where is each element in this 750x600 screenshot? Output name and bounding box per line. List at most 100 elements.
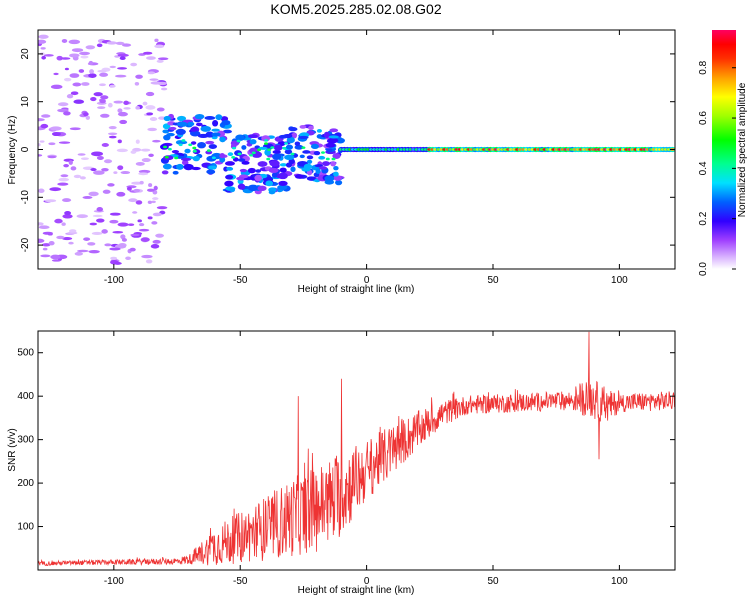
noise-cell <box>96 207 104 212</box>
colorbar-gradient <box>712 30 736 269</box>
noise-cell <box>119 56 126 61</box>
snr-x-ticks: -100 -50 0 50 100 <box>104 331 628 587</box>
ridge-cell <box>205 150 213 155</box>
noise-cell <box>155 233 164 238</box>
ridge-cell <box>306 159 313 164</box>
noise-cell <box>156 107 165 112</box>
noise-cell <box>62 214 73 219</box>
noise-cell <box>91 151 103 157</box>
noise-cell <box>77 249 89 253</box>
ridge-cell <box>215 114 223 121</box>
noise-cell <box>88 191 99 197</box>
y-tick-label: 400 <box>17 391 34 402</box>
colorbar-tick-label: 0.0 <box>698 262 709 276</box>
ridge-cell <box>329 128 339 133</box>
noise-cell <box>38 225 50 230</box>
ridge-cell <box>211 132 221 137</box>
ridge-cell <box>181 139 186 142</box>
noise-cell <box>69 73 80 78</box>
ridge-cell <box>235 134 245 141</box>
ridge-cell <box>315 168 321 174</box>
noise-cell <box>107 183 115 187</box>
noise-cell <box>145 91 155 97</box>
noise-cell <box>66 94 74 99</box>
colorbar-tick-label: 0.4 <box>698 161 709 175</box>
ridge-cell <box>247 134 258 139</box>
y-tick-label: 200 <box>17 478 34 489</box>
ridge-cell <box>279 163 287 167</box>
noise-cell <box>90 168 97 172</box>
noise-cell <box>56 235 65 240</box>
ridge-cell <box>277 184 288 191</box>
ridge-cell <box>168 126 177 131</box>
noise-cell <box>48 240 55 246</box>
ridge-cell <box>194 113 205 120</box>
snr-x-label: Height of straight line (km) <box>298 585 415 596</box>
noise-cell <box>137 219 142 223</box>
snr-y-label: SNR (v/v) <box>7 428 18 471</box>
ridge-cell <box>206 169 216 175</box>
ridge-cell <box>313 150 321 156</box>
ridge-cell <box>162 163 172 170</box>
ridge-cell <box>195 122 203 127</box>
noise-cell <box>38 154 43 157</box>
noise-cell <box>149 78 159 81</box>
noise-cell <box>57 182 69 186</box>
noise-cell <box>88 60 94 66</box>
noise-cell <box>38 143 41 147</box>
ridge-cell <box>278 180 288 186</box>
ridge-cell <box>163 115 171 122</box>
ridge-cell <box>171 149 180 154</box>
noise-cell <box>141 254 153 259</box>
noise-cell <box>51 259 62 262</box>
noise-cell <box>41 55 46 60</box>
noise-cell <box>49 187 62 192</box>
noise-cell <box>149 117 158 122</box>
noise-cell <box>147 127 158 132</box>
noise-cell <box>122 43 132 47</box>
noise-cell <box>44 199 57 203</box>
noise-cell <box>148 183 153 188</box>
y-tick-label: 0 <box>20 146 31 152</box>
noise-cell <box>77 153 86 156</box>
ridge-cell <box>211 135 218 140</box>
ridge-cell <box>226 166 234 171</box>
noise-cell <box>101 168 109 172</box>
ridge-cell <box>164 155 169 159</box>
ridge-cell <box>222 129 232 134</box>
figure-title: KOM5.2025.285.02.08.G02 <box>270 1 441 17</box>
noise-cell <box>92 214 103 218</box>
ridge-cell <box>178 143 183 147</box>
ridge-cell <box>197 141 206 149</box>
noise-cell <box>38 222 44 226</box>
ridge-cell <box>237 158 246 162</box>
noise-cell <box>134 81 140 86</box>
ridge-cell <box>254 174 263 182</box>
noise-cell <box>135 139 140 144</box>
noise-cell <box>89 69 95 74</box>
noise-cell <box>107 132 118 136</box>
ridge-cell <box>290 166 296 173</box>
noise-cell <box>56 55 63 61</box>
noise-cell <box>100 95 109 100</box>
noise-cell <box>63 111 71 116</box>
noise-cell <box>132 211 138 214</box>
noise-cell <box>152 239 161 244</box>
noise-cell <box>38 34 49 39</box>
noise-cell <box>68 241 74 245</box>
ridge-cell <box>184 148 191 154</box>
ridge-cell <box>192 146 197 150</box>
noise-cell <box>135 161 145 166</box>
noise-cell <box>123 107 131 110</box>
ridge-cell <box>328 135 339 139</box>
noise-cell <box>112 230 124 234</box>
ridge-cell <box>291 132 298 139</box>
noise-cell <box>79 51 91 56</box>
noise-cell <box>41 243 51 247</box>
noise-cell <box>73 99 85 104</box>
ridge-cell <box>268 167 279 174</box>
ridge-cell <box>225 174 234 180</box>
noise-cell <box>115 41 125 46</box>
ridge-cell <box>219 156 226 163</box>
